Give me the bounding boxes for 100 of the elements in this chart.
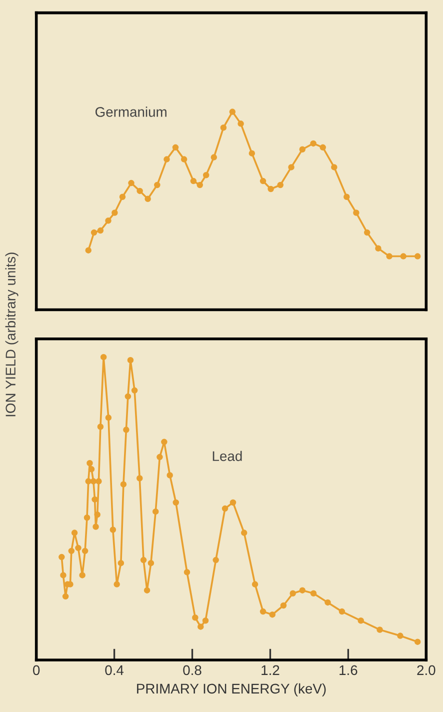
- point: [79, 572, 86, 578]
- point: [96, 478, 102, 484]
- point: [75, 544, 82, 552]
- point: [190, 178, 197, 184]
- point: [172, 144, 179, 151]
- point: [62, 593, 69, 600]
- point: [92, 496, 98, 503]
- x-tick-label: 1.6: [340, 665, 358, 676]
- point: [60, 572, 66, 578]
- point: [229, 108, 236, 115]
- point: [184, 569, 190, 576]
- x-tick-label: 0: [33, 665, 40, 676]
- point: [414, 638, 421, 645]
- point: [85, 247, 92, 254]
- point: [269, 611, 276, 618]
- point: [112, 210, 118, 216]
- point: [110, 526, 116, 533]
- point: [84, 514, 90, 521]
- point: [252, 581, 258, 588]
- point: [152, 508, 159, 515]
- point: [310, 590, 317, 597]
- point: [364, 229, 370, 236]
- point: [136, 475, 143, 482]
- point: [90, 478, 97, 484]
- point: [414, 253, 421, 260]
- point: [202, 172, 210, 178]
- point: [310, 140, 316, 147]
- point: [148, 560, 154, 566]
- point: [240, 530, 248, 536]
- point: [105, 414, 112, 421]
- point: [136, 188, 143, 194]
- point: [118, 560, 124, 566]
- point: [128, 180, 134, 186]
- point: [331, 164, 338, 170]
- point: [397, 632, 404, 639]
- x-tick-label: 0.8: [183, 665, 202, 676]
- point: [344, 194, 350, 200]
- point: [299, 587, 306, 594]
- point: [268, 186, 274, 192]
- point: [86, 460, 93, 466]
- point: [90, 229, 98, 236]
- point: [127, 356, 134, 364]
- point: [196, 182, 203, 188]
- text: Germanium: [96, 106, 166, 117]
- point: [120, 481, 127, 488]
- point: [353, 210, 360, 216]
- point: [212, 556, 219, 564]
- point: [164, 156, 170, 162]
- point: [375, 245, 382, 252]
- point: [97, 227, 104, 234]
- point: [400, 253, 406, 260]
- point: [131, 387, 138, 394]
- point: [198, 624, 204, 630]
- x-tick-label: 0.4: [105, 665, 124, 676]
- point: [156, 454, 163, 460]
- point: [68, 548, 75, 554]
- point: [154, 182, 160, 188]
- point: [105, 218, 112, 224]
- point: [222, 505, 228, 512]
- point: [144, 587, 150, 594]
- x-tick-label: 2.0: [417, 665, 436, 676]
- point: [85, 478, 92, 484]
- point: [123, 426, 130, 433]
- point: [288, 164, 294, 170]
- x-axis-title: PRIMARY ION ENERGY (keV): [137, 683, 326, 696]
- point: [220, 124, 227, 131]
- point: [88, 466, 95, 472]
- point: [230, 499, 236, 506]
- point: [114, 581, 120, 588]
- point: [386, 253, 392, 260]
- point: [290, 590, 296, 597]
- point: [260, 608, 266, 615]
- point: [124, 393, 132, 400]
- point: [166, 472, 173, 478]
- point: [299, 146, 306, 153]
- point: [202, 618, 209, 624]
- point: [82, 548, 88, 554]
- point: [161, 438, 168, 446]
- point: [144, 196, 151, 202]
- point: [172, 499, 180, 506]
- point: [71, 530, 78, 536]
- point: [94, 511, 100, 518]
- point: [119, 194, 126, 200]
- point: [280, 602, 287, 609]
- point: [92, 524, 99, 530]
- y-axis-title: ION YIELD (arbitrary units): [5, 252, 18, 416]
- point: [248, 150, 256, 156]
- point: [260, 178, 266, 184]
- point: [320, 144, 326, 151]
- point: [277, 182, 284, 188]
- text: Lead: [212, 450, 242, 462]
- point: [192, 614, 198, 621]
- point: [100, 354, 107, 360]
- point: [358, 618, 364, 624]
- point: [210, 154, 218, 160]
- point: [376, 626, 383, 633]
- point: [97, 424, 104, 430]
- point: [58, 554, 65, 560]
- point: [338, 608, 346, 615]
- x-tick-label: 1.2: [262, 665, 280, 675]
